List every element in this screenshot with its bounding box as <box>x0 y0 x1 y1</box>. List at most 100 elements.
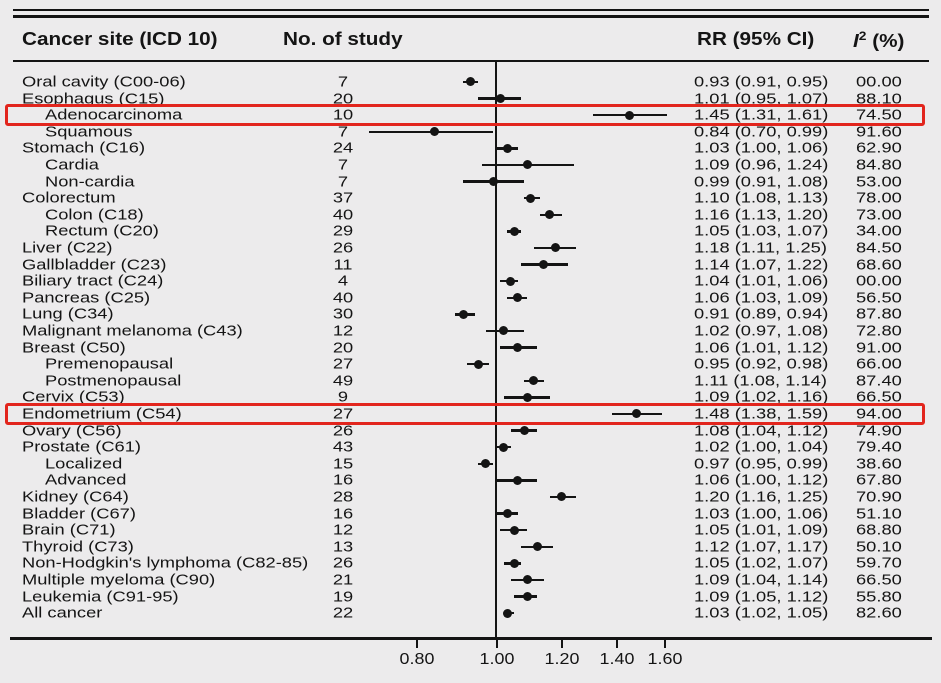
row-label: Esophagus (C15) <box>22 90 165 108</box>
row-study-count: 43 <box>332 438 354 456</box>
row-study-count: 12 <box>332 521 354 539</box>
table-row: All cancer 22 1.03 (1.02, 1.05) 82.60 <box>0 605 941 622</box>
row-rr-ci-value: 1.02 (1.00, 1.04) <box>694 438 829 456</box>
row-label: Prostate (C61) <box>22 438 142 456</box>
row-i2-value: 34.00 <box>856 222 902 240</box>
point-estimate-marker <box>513 293 523 303</box>
row-rr-ci-value: 1.06 (1.01, 1.12) <box>694 339 829 357</box>
row-label: All cancer <box>22 604 103 622</box>
point-estimate-marker <box>522 392 532 402</box>
row-label: Breast (C50) <box>22 339 126 357</box>
row-i2-value: 94.00 <box>856 405 902 423</box>
row-i2-value: 82.60 <box>856 604 902 622</box>
row-rr-ci-value: 1.10 (1.08, 1.13) <box>694 189 829 207</box>
row-study-count: 40 <box>332 289 354 307</box>
row-label: Pancreas (C25) <box>22 289 151 307</box>
row-i2-value: 59.70 <box>856 554 902 572</box>
row-rr-ci-value: 0.84 (0.70, 0.99) <box>694 123 829 141</box>
row-rr-ci-value: 1.48 (1.38, 1.59) <box>694 405 829 423</box>
axis-tick <box>615 638 618 648</box>
row-i2-value: 74.90 <box>856 422 902 440</box>
point-estimate-marker <box>506 276 516 286</box>
point-estimate-marker <box>429 127 439 137</box>
row-i2-value: 78.00 <box>856 189 902 207</box>
row-label: Non-Hodgkin's lymphoma (C82-85) <box>22 554 309 572</box>
row-rr-ci-value: 1.09 (0.96, 1.24) <box>694 156 829 174</box>
row-i2-value: 72.80 <box>856 322 902 340</box>
row-i2-value: 84.80 <box>856 156 902 174</box>
row-study-count: 4 <box>337 272 349 290</box>
row-rr-ci-value: 1.04 (1.01, 1.06) <box>694 272 829 290</box>
axis-tick-label: 1.00 <box>479 651 515 668</box>
row-label: Multiple myeloma (C90) <box>22 571 216 589</box>
axis-tick <box>495 638 498 648</box>
axis-tick-label: 1.20 <box>544 651 580 668</box>
top-rule-outer <box>13 9 929 11</box>
axis-tick <box>663 638 666 648</box>
row-i2-value: 00.00 <box>856 73 902 91</box>
point-estimate-marker <box>495 94 505 104</box>
row-study-count: 12 <box>332 322 354 340</box>
point-estimate-marker <box>513 343 523 353</box>
table-row: Cardia 7 1.09 (0.96, 1.24) 84.80 <box>0 157 941 174</box>
axis-tick <box>415 638 419 648</box>
point-estimate-marker <box>519 426 529 436</box>
point-estimate-marker <box>522 592 532 602</box>
row-rr-ci-value: 1.05 (1.03, 1.07) <box>694 222 829 240</box>
point-estimate-marker <box>466 77 476 87</box>
row-i2-value: 67.80 <box>856 471 902 489</box>
row-rr-ci-value: 1.09 (1.04, 1.14) <box>694 571 829 589</box>
row-study-count: 26 <box>332 422 354 440</box>
row-study-count: 26 <box>332 554 354 572</box>
point-estimate-marker <box>624 110 634 120</box>
table-row: Adenocarcinoma 10 1.45 (1.31, 1.61) 74.50 <box>0 107 941 124</box>
table-row: Breast (C50) 20 1.06 (1.01, 1.12) 91.00 <box>0 339 941 356</box>
point-estimate-marker <box>632 409 642 419</box>
row-rr-ci-value: 1.16 (1.13, 1.20) <box>694 206 829 224</box>
row-label: Advanced <box>45 471 127 489</box>
row-rr-ci-value: 1.02 (0.97, 1.08) <box>694 322 829 340</box>
row-rr-ci-value: 1.08 (1.04, 1.12) <box>694 422 829 440</box>
row-i2-value: 79.40 <box>856 438 902 456</box>
row-study-count: 24 <box>332 139 354 157</box>
row-i2-value: 00.00 <box>856 272 902 290</box>
row-study-count: 15 <box>332 455 354 473</box>
row-label: Liver (C22) <box>22 239 113 257</box>
row-study-count: 26 <box>332 239 354 257</box>
point-estimate-marker <box>532 542 542 552</box>
row-i2-value: 91.00 <box>856 339 902 357</box>
row-i2-value: 73.00 <box>856 206 902 224</box>
point-estimate-marker <box>502 143 512 153</box>
row-study-count: 20 <box>332 339 354 357</box>
row-rr-ci-value: 1.06 (1.03, 1.09) <box>694 289 829 307</box>
table-row: Premenopausal 27 0.95 (0.92, 0.98) 66.00 <box>0 356 941 373</box>
point-estimate-marker <box>502 608 512 618</box>
table-row: Bladder (C67) 16 1.03 (1.00, 1.06) 51.10 <box>0 505 941 522</box>
point-estimate-marker <box>499 326 509 336</box>
row-study-count: 9 <box>337 388 349 406</box>
row-study-count: 7 <box>337 73 349 91</box>
table-row: Ovary (C56) 26 1.08 (1.04, 1.12) 74.90 <box>0 422 941 439</box>
i-squared-symbol: I <box>853 31 859 51</box>
axis-tick <box>560 638 563 648</box>
table-row: Leukemia (C91-95) 19 1.09 (1.05, 1.12) 55.8… <box>0 588 941 605</box>
column-header-rr-ci: RR (95% CI) <box>697 29 815 49</box>
row-label: Malignant melanoma (C43) <box>22 322 243 340</box>
row-label: Leukemia (C91-95) <box>22 588 179 606</box>
row-study-count: 16 <box>332 505 354 523</box>
row-label: Gallbladder (C23) <box>22 256 167 274</box>
row-study-count: 11 <box>333 256 353 274</box>
row-label: Oral cavity (C00-06) <box>22 73 186 91</box>
row-i2-value: 66.50 <box>856 571 902 589</box>
row-label: Thyroid (C73) <box>22 538 134 556</box>
column-header-i-squared: I2 (%) <box>853 30 904 50</box>
row-study-count: 37 <box>332 189 354 207</box>
row-label: Colorectum <box>22 189 116 207</box>
row-study-count: 7 <box>337 173 349 191</box>
row-rr-ci-value: 1.45 (1.31, 1.61) <box>694 106 829 124</box>
row-study-count: 40 <box>332 206 354 224</box>
point-estimate-marker <box>473 359 483 369</box>
point-estimate-marker <box>551 243 561 253</box>
table-row: Malignant melanoma (C43) 12 1.02 (0.97, 1.… <box>0 323 941 340</box>
